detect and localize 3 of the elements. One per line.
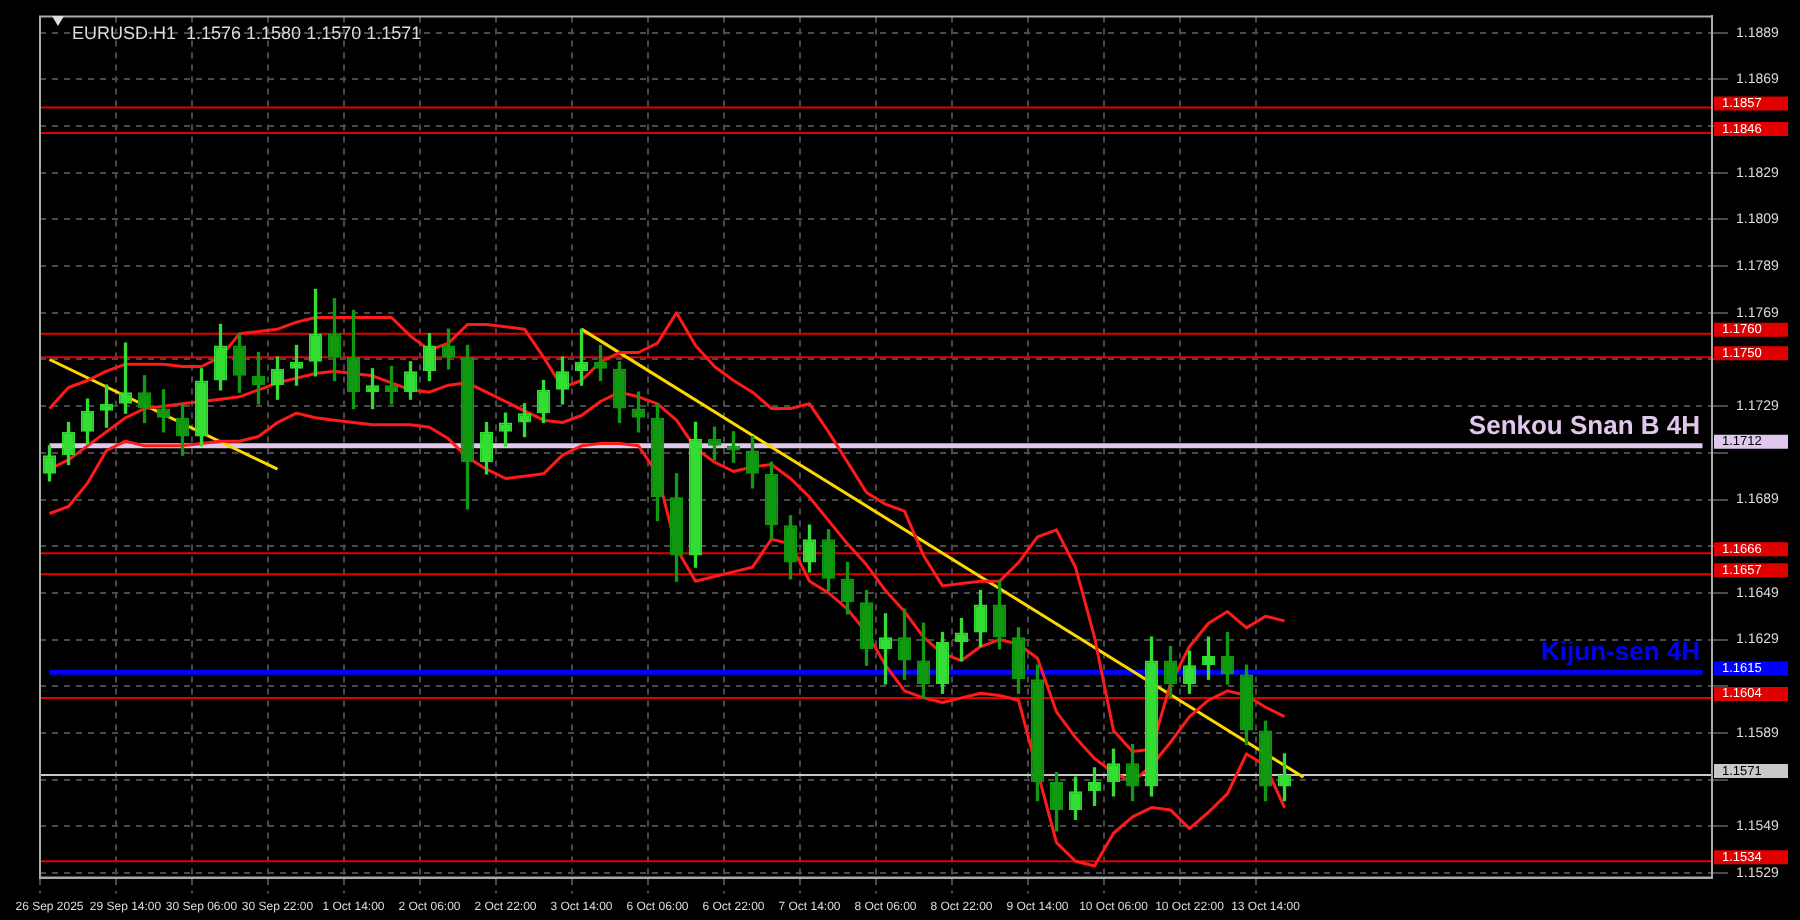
legend-label: Senkou Snan B 4H <box>1468 409 1700 440</box>
legend-label: Kijun-sen 4H <box>1541 636 1700 667</box>
chart-title: EURUSD.H1 1.1576 1.1580 1.1570 1.1571 <box>72 23 422 44</box>
